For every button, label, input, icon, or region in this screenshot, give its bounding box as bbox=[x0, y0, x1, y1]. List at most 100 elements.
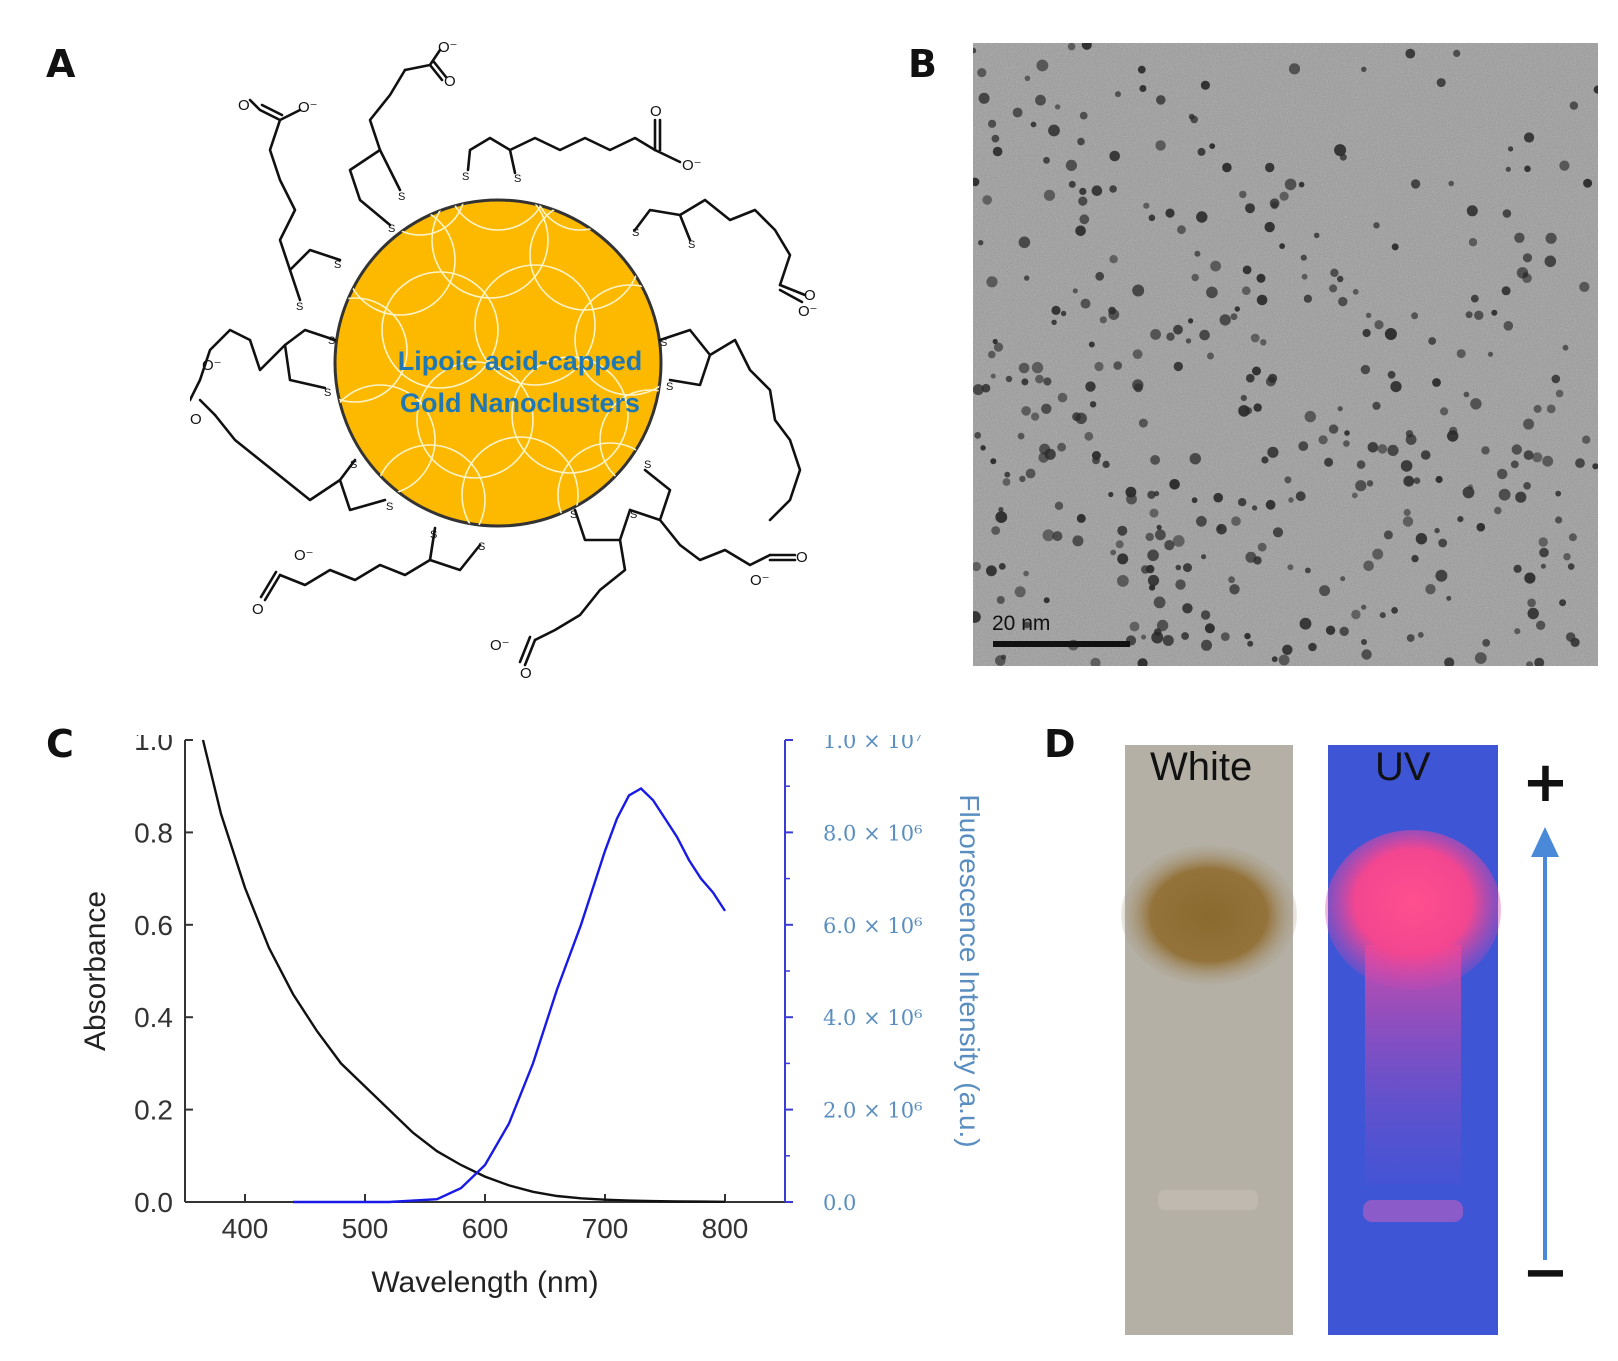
nanoparticle bbox=[1319, 585, 1331, 597]
svg-text:S: S bbox=[388, 223, 395, 235]
nanoparticle bbox=[986, 276, 998, 288]
nanoparticle bbox=[1446, 595, 1452, 601]
nanoparticle bbox=[1210, 260, 1221, 272]
nanoparticle bbox=[1502, 209, 1512, 218]
nanoparticle bbox=[1555, 490, 1562, 497]
nanoparticle bbox=[1324, 457, 1334, 467]
nanoparticle bbox=[1352, 288, 1359, 295]
nanoparticle bbox=[1197, 147, 1206, 156]
nanoparticle bbox=[1256, 273, 1266, 283]
nanoparticle bbox=[1374, 320, 1384, 330]
nanoparticle bbox=[1102, 460, 1110, 468]
nanoparticle bbox=[1318, 435, 1328, 445]
nanoparticle bbox=[1150, 329, 1161, 340]
white-label: White bbox=[1150, 745, 1253, 789]
nanoparticle bbox=[1253, 403, 1262, 412]
svg-text:O: O bbox=[520, 665, 532, 680]
nanoparticle bbox=[1110, 549, 1117, 556]
nanoparticle bbox=[1405, 48, 1416, 59]
nanoparticle bbox=[992, 338, 998, 345]
nanoparticle bbox=[1147, 574, 1160, 587]
nanoparticle bbox=[990, 373, 996, 379]
nanoparticle bbox=[1108, 306, 1116, 315]
nanoparticle bbox=[1384, 328, 1397, 340]
nanoparticle bbox=[972, 384, 984, 396]
x-tick-label: 700 bbox=[582, 1213, 629, 1244]
nanoparticle bbox=[1253, 556, 1262, 565]
svg-text:O⁻: O⁻ bbox=[202, 357, 222, 374]
nanoparticle bbox=[1555, 516, 1563, 524]
nanoparticle bbox=[1272, 527, 1284, 538]
nanoparticle bbox=[1303, 294, 1312, 303]
nanoparticle bbox=[1329, 284, 1338, 293]
svg-text:S: S bbox=[632, 227, 639, 239]
nanoparticle bbox=[1207, 352, 1214, 360]
gold-core bbox=[333, 198, 663, 528]
nanoparticle bbox=[1115, 91, 1121, 98]
nanoparticle bbox=[1057, 442, 1066, 452]
nanoparticle bbox=[1456, 349, 1466, 359]
nanoparticle bbox=[1075, 412, 1087, 424]
svg-text:S: S bbox=[478, 541, 485, 553]
nanoparticle bbox=[1265, 162, 1275, 173]
nanoparticle bbox=[1085, 381, 1096, 392]
nanoparticle bbox=[1391, 243, 1399, 251]
nanoparticle bbox=[1209, 143, 1216, 149]
tem-image bbox=[969, 39, 1602, 669]
svg-text:S: S bbox=[462, 171, 469, 183]
nanoparticle bbox=[1566, 632, 1576, 642]
nanoparticle bbox=[1185, 338, 1192, 344]
svg-text:O⁻: O⁻ bbox=[750, 572, 770, 589]
nanoparticle bbox=[1001, 654, 1007, 660]
nanoparticle bbox=[1117, 525, 1128, 536]
nanoparticle bbox=[1080, 298, 1091, 309]
arrow-head bbox=[1531, 827, 1559, 857]
nanoparticle bbox=[1072, 288, 1078, 294]
nanoparticle bbox=[1413, 477, 1421, 485]
nanoparticle bbox=[1222, 162, 1232, 173]
svg-text:O: O bbox=[238, 97, 250, 114]
y-axis-label: Absorbance bbox=[79, 891, 112, 1051]
gel-electrophoresis: White UV + − bbox=[1120, 745, 1600, 1335]
nanoparticle bbox=[1387, 370, 1396, 379]
nanoparticle bbox=[1017, 432, 1025, 440]
plus-sign: + bbox=[1522, 750, 1569, 815]
nanoparticle bbox=[1005, 375, 1013, 383]
nanoparticle bbox=[1373, 222, 1380, 229]
nanoparticle bbox=[1563, 553, 1571, 561]
nanoparticle bbox=[1031, 412, 1040, 421]
nanoparticle bbox=[1183, 563, 1192, 573]
nanoparticle bbox=[1004, 471, 1011, 478]
nanoparticle bbox=[1482, 639, 1491, 647]
nanoparticle bbox=[1474, 652, 1487, 664]
nanoparticle bbox=[1065, 159, 1077, 171]
scale-bar bbox=[993, 641, 1130, 647]
nanoparticle bbox=[1524, 165, 1531, 173]
nanoparticle bbox=[1513, 564, 1522, 573]
nanoparticle bbox=[1468, 238, 1478, 247]
nanoparticle bbox=[990, 458, 997, 465]
svg-text:S: S bbox=[630, 509, 637, 521]
nanoparticle bbox=[1470, 398, 1482, 410]
nanoparticle bbox=[1220, 632, 1230, 641]
y2-tick-label: 0.0 bbox=[823, 1191, 856, 1215]
nanoparticle bbox=[1494, 506, 1502, 515]
oxygen-atoms: O O⁻ O O⁻ O O⁻ O O⁻ O O⁻ O O⁻ O O⁻ O O⁻ bbox=[190, 40, 818, 680]
nanoparticle bbox=[1337, 275, 1344, 283]
nanoparticle bbox=[1051, 319, 1057, 325]
svg-text:O⁻: O⁻ bbox=[298, 99, 318, 116]
nanoparticle bbox=[1279, 191, 1289, 201]
nanoparticle bbox=[1497, 468, 1508, 480]
nanoparticle bbox=[1313, 232, 1320, 239]
nanoparticle bbox=[1551, 374, 1561, 384]
nanoparticle bbox=[1021, 378, 1029, 386]
svg-text:S: S bbox=[514, 173, 521, 185]
y2-tick-label: 2.0 × 10⁶ bbox=[823, 1099, 922, 1123]
nanoparticle bbox=[1219, 314, 1231, 326]
nanoparticle bbox=[978, 92, 990, 104]
nanoparticle bbox=[1295, 491, 1306, 502]
nanoparticle bbox=[1267, 446, 1279, 458]
nanoparticle bbox=[1024, 75, 1031, 82]
nanoparticle bbox=[1242, 286, 1251, 295]
nanoparticle bbox=[1156, 619, 1169, 632]
